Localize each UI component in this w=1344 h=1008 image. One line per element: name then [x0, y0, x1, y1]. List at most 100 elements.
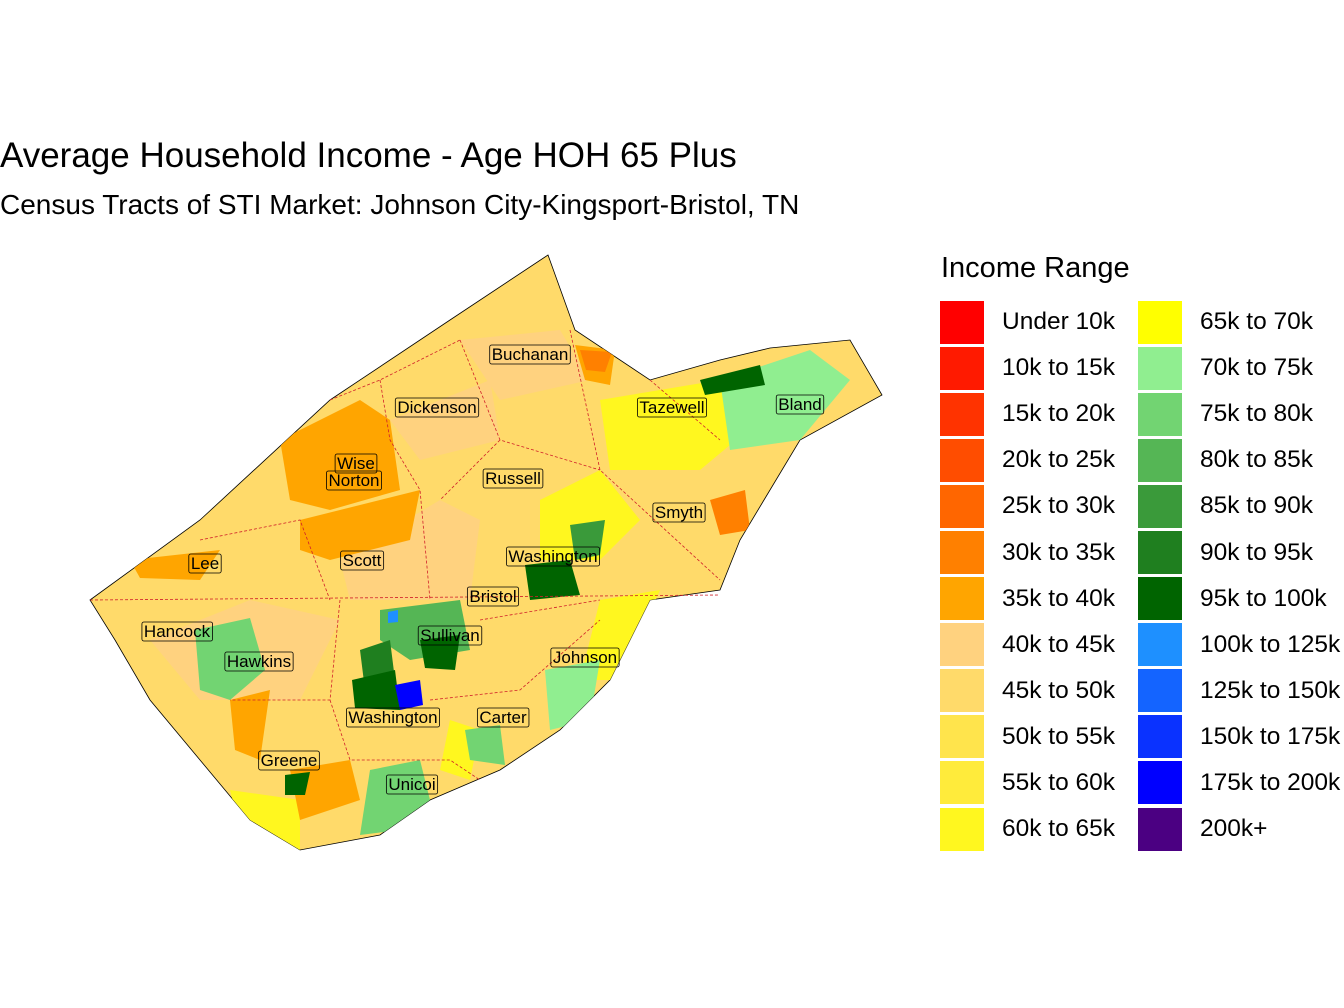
- tract: [540, 470, 640, 560]
- county-label: Scott: [340, 550, 385, 571]
- legend-swatch: [1138, 531, 1182, 575]
- tract: [460, 330, 590, 400]
- legend-swatch: [940, 438, 984, 482]
- legend-item: 175k to 200k: [1138, 760, 1344, 806]
- legend-swatch: [1138, 300, 1182, 344]
- tract: [130, 550, 220, 580]
- legend-item: 20k to 25k: [940, 437, 1138, 483]
- legend-label: 150k to 175k: [1200, 722, 1341, 750]
- county-label-box: [636, 397, 708, 418]
- legend-label: 30k to 35k: [1002, 538, 1116, 566]
- legend-swatch: [1138, 807, 1182, 851]
- legend: Income Range Under 10k 10k to 15k 15k to 2…: [940, 252, 1344, 852]
- county-labels: Buchanan Dickenson Tazewell Bland WiseNorton…: [141, 344, 825, 795]
- legend-swatch: [1138, 438, 1182, 482]
- legend-swatch: [1138, 346, 1182, 390]
- county-label-box: [334, 453, 378, 474]
- legend-label: 80k to 85k: [1200, 446, 1314, 474]
- tract: [285, 772, 310, 795]
- legend-label: 10k to 15k: [1002, 354, 1116, 382]
- legend-title: Income Range: [941, 252, 1130, 284]
- legend-label: 55k to 60k: [1002, 768, 1116, 796]
- legend-swatch: [1138, 392, 1182, 436]
- tract: [525, 560, 580, 600]
- map-title: Average Household Income - Age HOH 65 Pl…: [0, 136, 737, 175]
- tract: [352, 670, 400, 710]
- county-label: Johnson: [550, 647, 620, 668]
- legend-item: 70k to 75k: [1138, 345, 1344, 391]
- legend-swatch: [1138, 623, 1182, 667]
- county-label-text: Russell: [485, 469, 541, 488]
- county-label-box: [482, 468, 544, 489]
- legend-item: 30k to 35k: [940, 529, 1138, 575]
- legend-item: 40k to 45k: [940, 622, 1138, 668]
- tract: [420, 635, 460, 670]
- tract: [340, 500, 480, 600]
- county-label-box: [385, 774, 439, 795]
- legend-label: 90k to 95k: [1200, 538, 1314, 566]
- legend-label: 95k to 100k: [1200, 584, 1327, 612]
- county-label: Sullivan: [417, 625, 483, 646]
- legend-item: 55k to 60k: [940, 760, 1138, 806]
- legend-swatch: [940, 761, 984, 805]
- tract: [390, 380, 500, 460]
- county-label-text: Unicoi: [388, 775, 435, 794]
- county-label-text: Bristol: [469, 587, 516, 606]
- tract: [700, 365, 765, 395]
- legend-item: 65k to 70k: [1138, 299, 1344, 345]
- county-label-text: Greene: [261, 751, 318, 770]
- county-label-text: Dickenson: [397, 398, 476, 417]
- county-label-box: [652, 502, 706, 523]
- legend-label: 35k to 40k: [1002, 584, 1116, 612]
- county-label-text: Washington: [348, 708, 437, 727]
- legend-swatch: [940, 392, 984, 436]
- legend-item: 45k to 50k: [940, 668, 1138, 714]
- legend-label: 100k to 125k: [1200, 630, 1341, 658]
- legend-item: 80k to 85k: [1138, 437, 1344, 483]
- county-label: Tazewell: [636, 397, 708, 418]
- county-label-text: Tazewell: [639, 398, 704, 417]
- county-label-box: [394, 397, 480, 418]
- legend-item: 60k to 65k: [940, 806, 1138, 852]
- legend-item: 150k to 175k: [1138, 714, 1344, 760]
- legend-item: 35k to 40k: [940, 576, 1138, 622]
- tract: [280, 400, 400, 510]
- legend-label: 25k to 30k: [1002, 492, 1116, 520]
- county-label: Hawkins: [224, 651, 294, 672]
- legend-label: 85k to 90k: [1200, 492, 1314, 520]
- legend-swatch: [940, 346, 984, 390]
- legend-swatch: [940, 669, 984, 713]
- tract: [600, 380, 760, 470]
- legend-item: 25k to 30k: [940, 483, 1138, 529]
- legend-label: 45k to 50k: [1002, 676, 1116, 704]
- county-label-text: Smyth: [655, 503, 703, 522]
- tract: [570, 520, 605, 560]
- county-label-text: Carter: [479, 708, 527, 727]
- legend-item: 125k to 150k: [1138, 668, 1344, 714]
- county-label: Greene: [258, 750, 320, 771]
- tract: [545, 660, 600, 730]
- legend-swatch: [1138, 484, 1182, 528]
- legend-label: 200k+: [1200, 815, 1268, 843]
- county-label-box: [506, 546, 600, 567]
- legend-swatch: [1138, 577, 1182, 621]
- tract: [580, 350, 612, 372]
- legend-swatch: [1138, 715, 1182, 759]
- county-label-box: [466, 586, 520, 607]
- county-label-box: [188, 553, 222, 574]
- county-label: Dickenson: [394, 397, 480, 418]
- legend-item: 90k to 95k: [1138, 529, 1344, 575]
- legend-label: 65k to 70k: [1200, 308, 1314, 336]
- legend-item: 200k+: [1138, 806, 1344, 852]
- legend-label: 60k to 65k: [1002, 815, 1116, 843]
- county-label-text: Hawkins: [227, 652, 291, 671]
- tract: [465, 725, 505, 765]
- legend-label: 70k to 75k: [1200, 354, 1314, 382]
- county-label-box: [340, 550, 385, 571]
- county-label-box: [489, 344, 571, 365]
- county-label-text: Lee: [191, 554, 219, 573]
- tract: [388, 610, 398, 623]
- legend-swatch: [940, 484, 984, 528]
- legend-swatch: [1138, 669, 1182, 713]
- tract: [395, 680, 423, 710]
